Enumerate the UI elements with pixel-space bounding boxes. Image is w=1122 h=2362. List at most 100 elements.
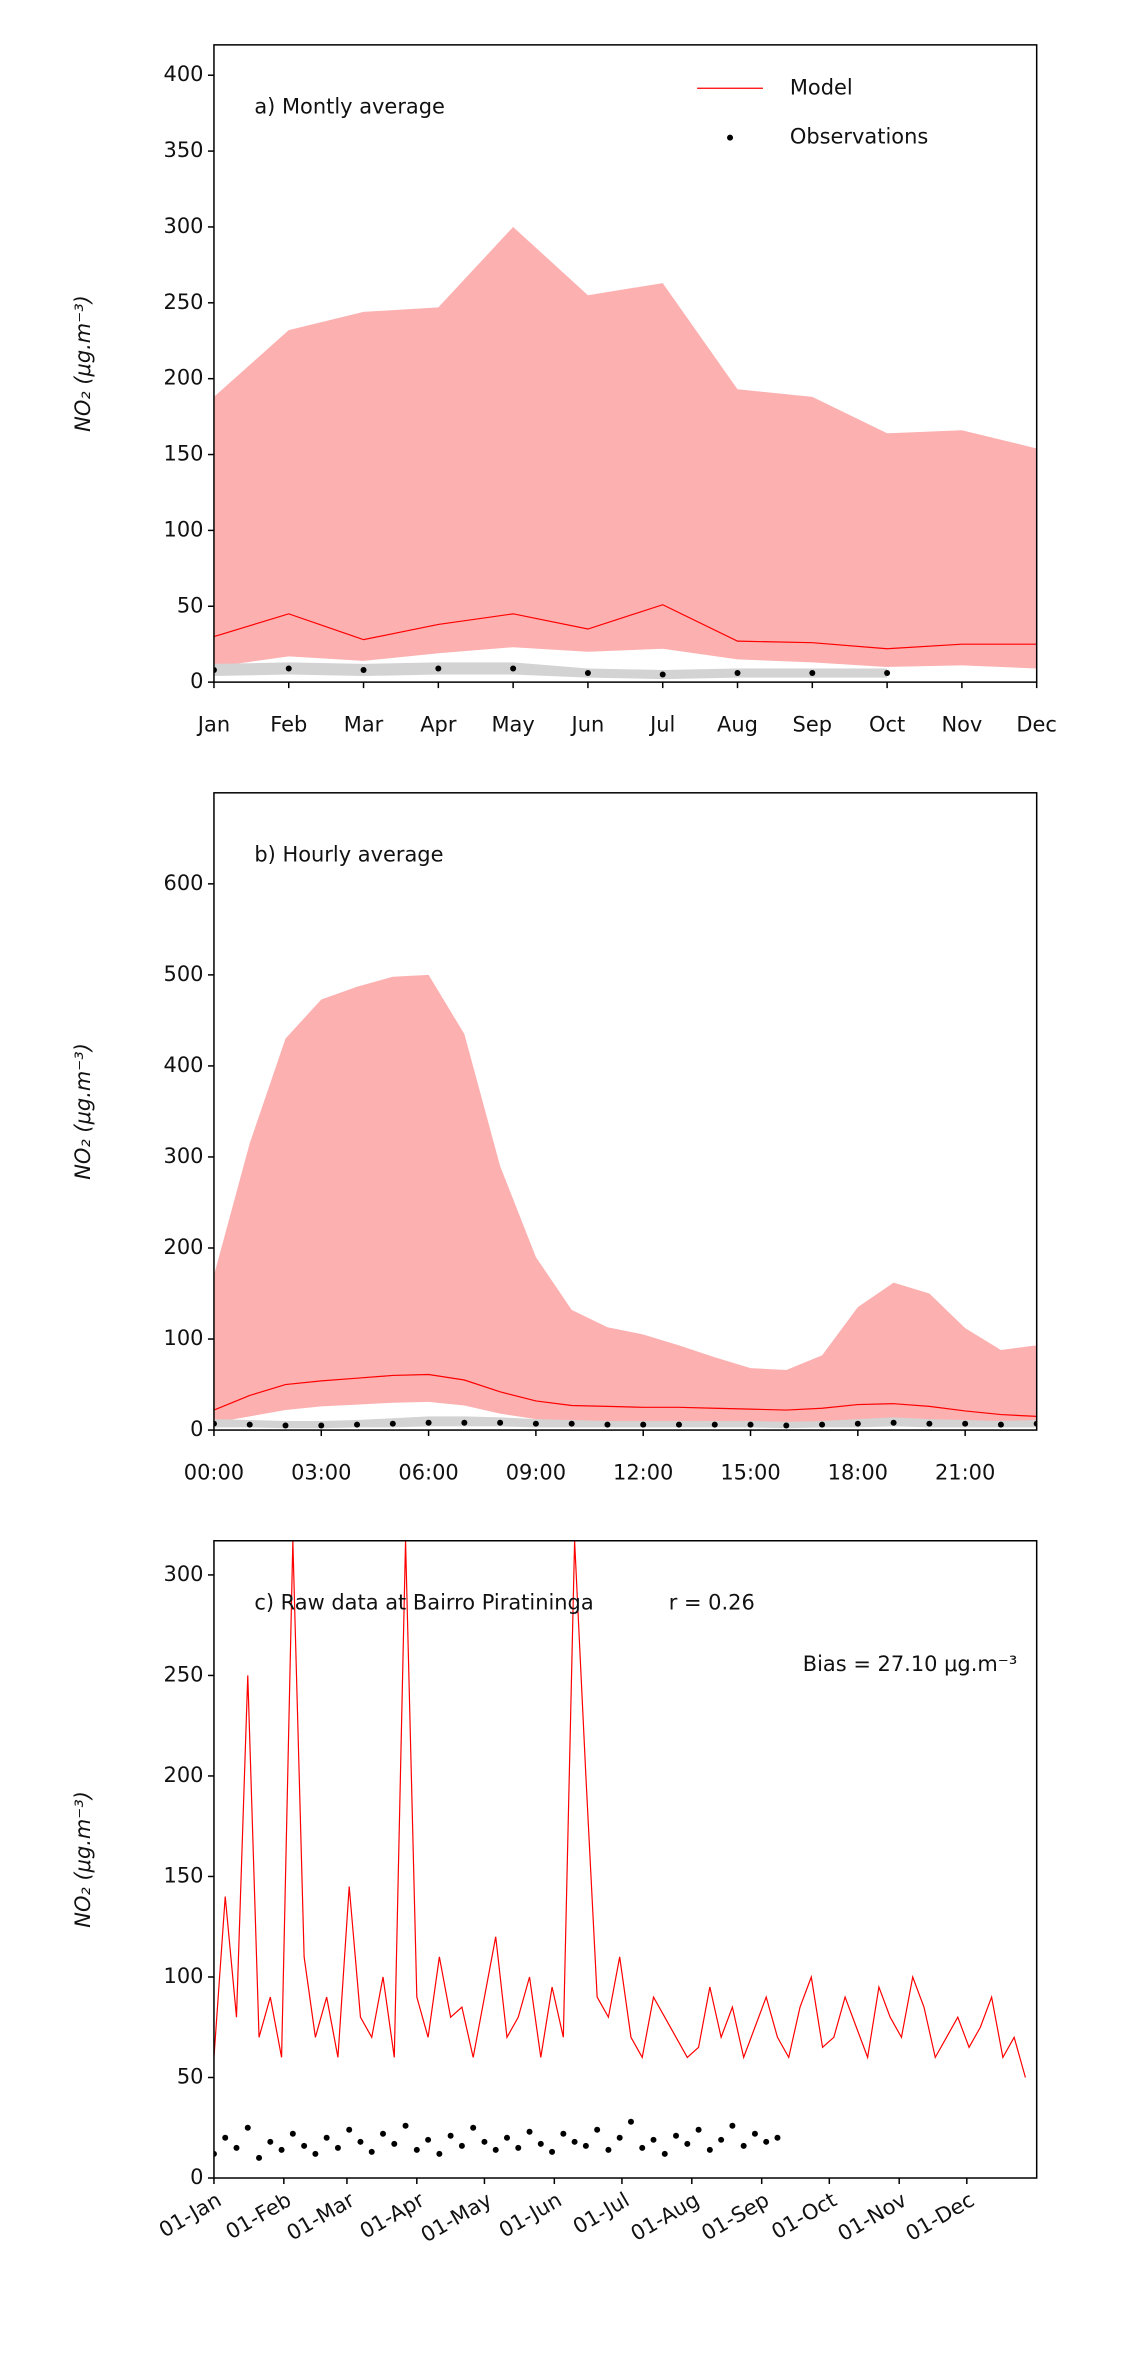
observation-dot [285,665,292,672]
y-tick-label: 400 [164,62,204,86]
range-band [213,226,1037,669]
x-tick-label: 01-Nov [834,2188,911,2246]
observation-dot [222,2134,229,2141]
observation-dot [884,670,891,677]
observation-dot [740,2142,747,2149]
panel-title: a) Montly average [254,95,445,119]
observation-dot [718,2136,725,2143]
observation-dot [282,1422,289,1429]
observation-dot [729,2122,736,2129]
x-tick-label: 01-Oct [767,2188,840,2244]
y-tick-label: 0 [190,1417,203,1441]
observation-dot [497,1419,504,1426]
y-tick-label: 300 [164,1562,204,1586]
observation-dot [734,670,741,677]
observation-dot [584,670,591,677]
x-tick-label: Sep [793,713,832,737]
observation-dot [819,1421,826,1428]
observation-dot [695,2126,702,2133]
y-tick-label: 350 [164,138,204,162]
panel-title: c) Raw data at Bairro Piratininga [254,1591,593,1615]
observation-dot [323,2134,330,2141]
annotation: Bias = 27.10 μg.m⁻³ [803,1652,1017,1676]
range-band [213,662,888,680]
observation-dot [368,2148,375,2155]
axes-frame [213,792,1038,1431]
y-tick-label: 250 [164,290,204,314]
observation-dot [711,1421,718,1428]
x-tick-label: 15:00 [720,1460,780,1484]
observation-dot [425,1419,432,1426]
annotation: r = 0.26 [669,1591,755,1615]
observation-dot [289,2130,296,2137]
x-tick-label: 01-Sep [697,2188,773,2246]
x-tick-label: 01-Dec [902,2188,979,2246]
observation-dot [278,2146,285,2153]
x-tick-label: Nov [941,713,982,737]
observation-dot [650,2136,657,2143]
observation-dot [526,2128,533,2135]
axes-frame [213,44,1038,683]
observation-dot [256,2154,263,2161]
range-band [213,1416,1037,1429]
observation-dot [962,1420,969,1427]
plot-area [213,226,1037,680]
panel-title: b) Hourly average [254,843,443,867]
observation-dot [391,2140,398,2147]
observation-dot [492,2146,499,2153]
x-tick-label: Apr [420,713,457,737]
x-tick-label: 01-Jan [155,2188,226,2243]
x-tick-label: 01-Jul [569,2188,634,2239]
y-tick-label: 200 [164,1763,204,1787]
x-tick-label: Aug [717,713,758,737]
observation-dot [389,1420,396,1427]
observation-dot [604,1421,611,1428]
observation-dot [346,2126,353,2133]
observation-dot [515,2144,522,2151]
observation-dot [481,2138,488,2145]
observation-dot [233,2144,240,2151]
observation-dot [605,2146,612,2153]
y-tick-label: 600 [164,871,204,895]
observation-dot [571,2138,578,2145]
observation-dot [503,2134,510,2141]
x-tick-label: Oct [869,713,905,737]
y-axis-label: NO₂ (μg.m⁻³) [71,1791,95,1928]
y-tick-label: 0 [190,2165,203,2189]
observation-dot [673,2132,680,2139]
observation-dot [357,2138,364,2145]
observation-dot [706,2146,713,2153]
y-axis-label: NO₂ (μg.m⁻³) [71,295,95,432]
x-tick-label: Jan [196,713,230,737]
y-tick-label: 50 [177,2064,204,2088]
observation-dot [246,1421,253,1428]
observation-dot [747,1421,754,1428]
y-tick-label: 50 [177,593,204,617]
observation-dot [334,2144,341,2151]
observation-dot [360,666,367,673]
observation-dot [510,665,517,672]
observation-dot [425,2136,432,2143]
x-tick-label: 01-Apr [356,2187,429,2243]
y-tick-label: 400 [164,1053,204,1077]
y-axis-label: NO₂ (μg.m⁻³) [71,1043,95,1180]
observation-dot [354,1421,361,1428]
x-tick-label: 01-Feb [222,2188,296,2244]
observation-dot [267,2138,274,2145]
y-tick-label: 100 [164,1964,204,1988]
x-tick-label: Feb [270,713,307,737]
observation-dot [380,2130,387,2137]
observation-dot [470,2124,477,2131]
observation-dot [436,2150,443,2157]
observation-dot [684,2140,691,2147]
y-tick-label: 100 [164,517,204,541]
observation-dot [640,1421,647,1428]
x-tick-label: 06:00 [398,1460,458,1484]
observation-dot [616,2134,623,2141]
x-tick-label: 03:00 [291,1460,351,1484]
observation-dot [413,2146,420,2153]
y-tick-label: 150 [164,1863,204,1887]
observation-dot [461,1419,468,1426]
x-tick-label: 01-Aug [627,2188,704,2246]
